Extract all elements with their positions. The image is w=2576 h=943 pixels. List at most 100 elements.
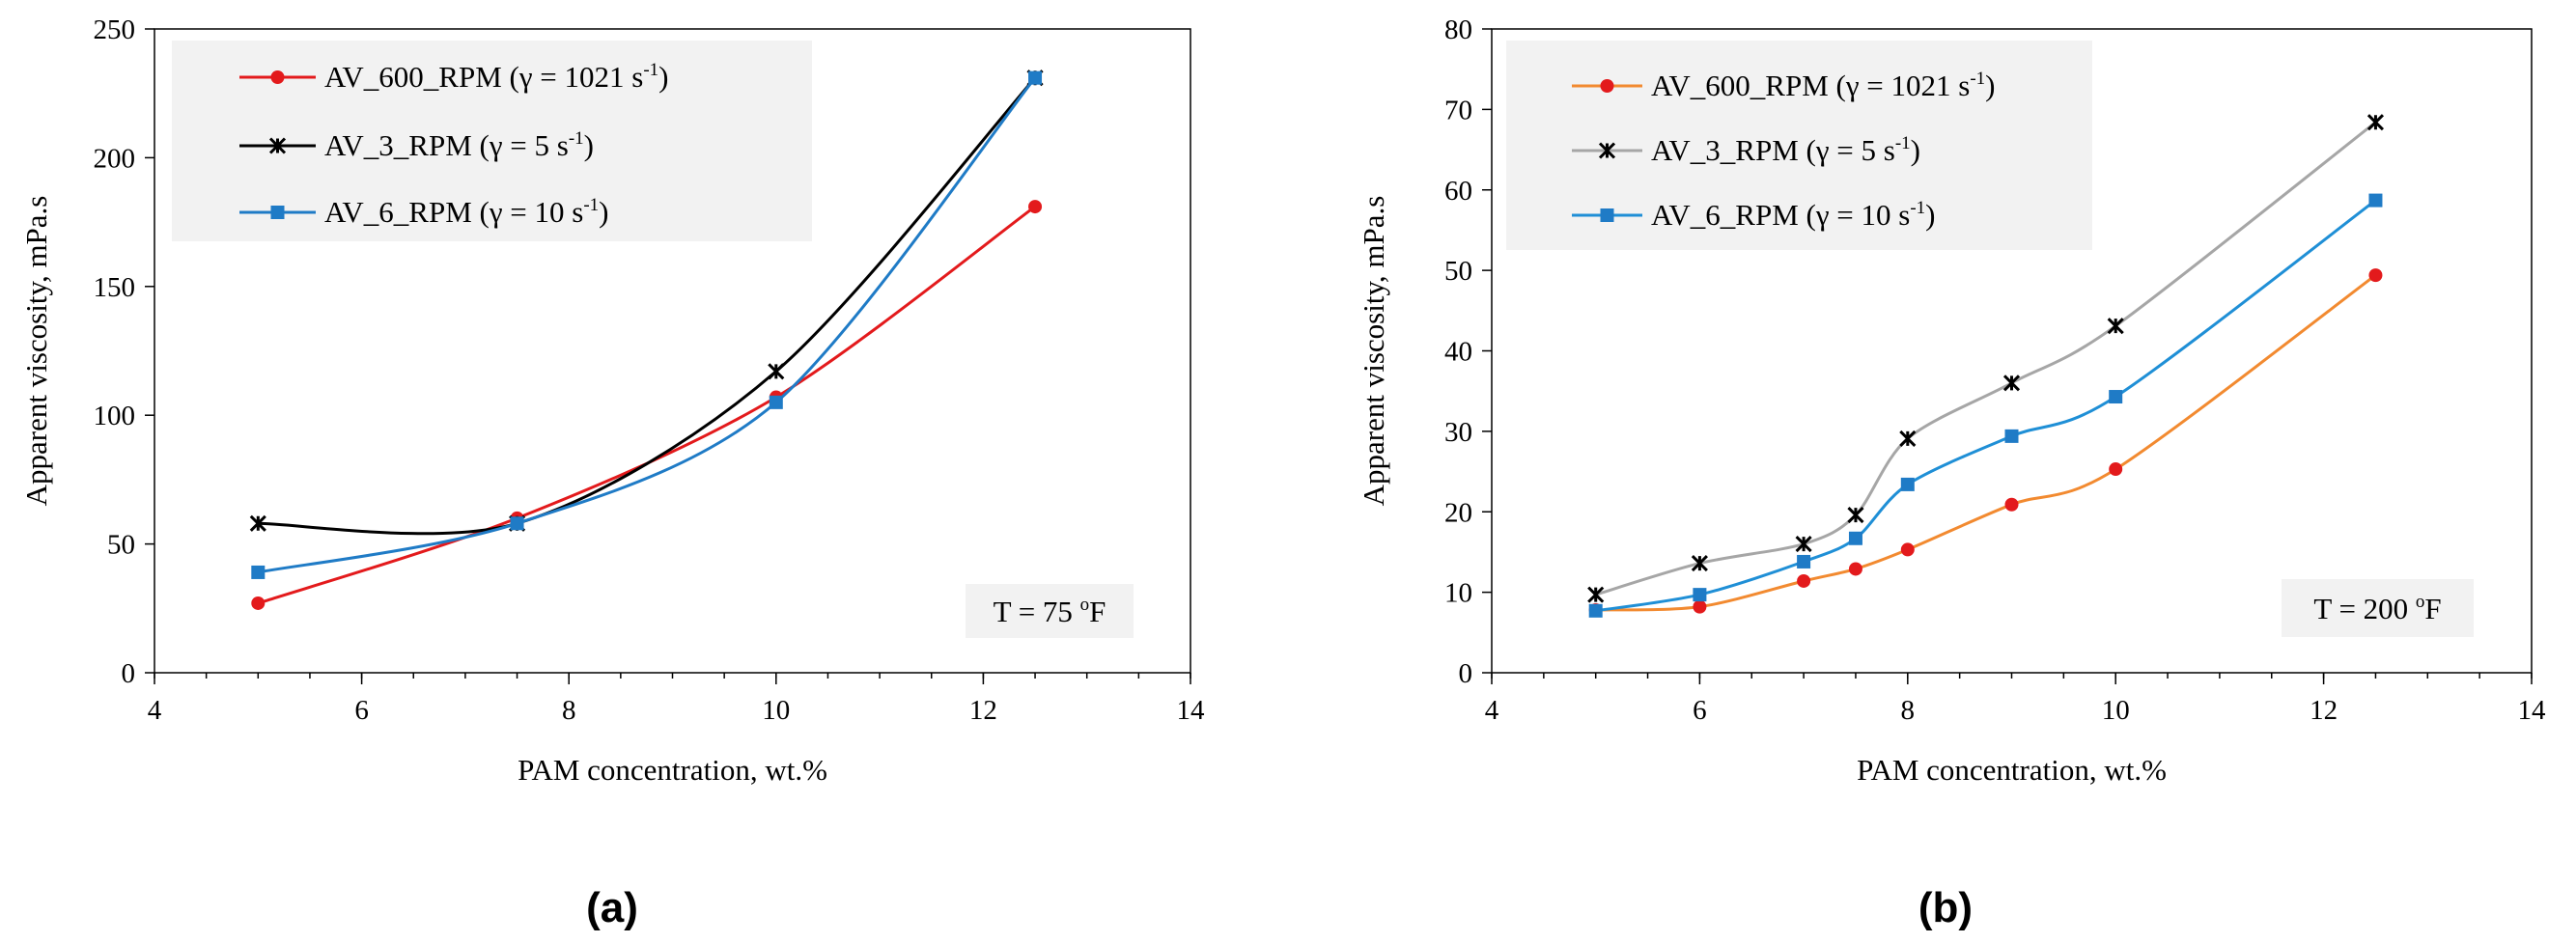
data-point-AV_6_RPM [2004, 429, 2019, 443]
data-point-AV_3_RPM [2002, 374, 2021, 392]
legend-label-AV_600_RPM: AV_600_RPM (γ = 1021 s-1) [1651, 69, 1996, 102]
x-tick-label: 4 [148, 695, 162, 726]
legend-marker-AV_600_RPM [270, 70, 285, 84]
legend-label-AV_600_RPM: AV_600_RPM (γ = 1021 s-1) [324, 60, 669, 94]
annotation-superscript: o [2416, 592, 2425, 612]
x-tick-label: 10 [762, 695, 790, 726]
data-point-AV_600_RPM [1848, 562, 1862, 576]
legend-series-name: AV_6_RPM (γ = 10 s [1651, 198, 1910, 232]
data-point-AV_6_RPM [769, 395, 783, 409]
chart-b: 4 6 8 10 12 14 0 10 20 30 40 50 60 70 80 PAM concentrat… [1357, 14, 2546, 931]
y-tick-label: 60 [1444, 176, 1472, 207]
legend-series-name: AV_6_RPM (γ = 10 s [324, 195, 583, 229]
data-point-AV_600_RPM [1797, 573, 1811, 588]
x-axis-label: PAM concentration, wt.% [1857, 753, 2167, 787]
legend-end: ) [658, 60, 668, 94]
legend-series-name: AV_600_RPM (γ = 1021 s [324, 60, 643, 94]
x-tick-label: 12 [2310, 695, 2338, 726]
legend-superscript: -1 [643, 60, 658, 80]
data-point-AV_6_RPM [1028, 70, 1043, 85]
legend-label-AV_6_RPM: AV_6_RPM (γ = 10 s-1) [1651, 198, 1936, 232]
legend-marker-AV_6_RPM [1600, 208, 1614, 222]
y-tick-label: 50 [1444, 256, 1472, 287]
legend-marker-AV_6_RPM [270, 206, 285, 219]
data-point-AV_3_RPM [1691, 555, 1708, 572]
chart-a: 4 6 8 10 12 14 0 50 100 150 200 250 PAM concentratio… [19, 14, 1205, 931]
x-tick-label: 6 [1693, 695, 1707, 726]
data-point-AV_600_RPM [2004, 497, 2019, 512]
legend-series-name: AV_3_RPM (γ = 5 s [1651, 133, 1895, 167]
data-point-AV_600_RPM [1900, 542, 1915, 557]
data-point-AV_6_RPM [1797, 554, 1811, 569]
legend-label-AV_6_RPM: AV_6_RPM (γ = 10 s-1) [324, 195, 609, 229]
data-point-AV_6_RPM [2109, 390, 2123, 404]
series-line-AV_3_RPM [258, 76, 1037, 536]
legend-label-AV_3_RPM: AV_3_RPM (γ = 5 s-1) [1651, 133, 1920, 167]
annotation-unit: F [2424, 592, 2441, 625]
x-tick-label: 8 [1901, 695, 1916, 726]
x-tick-label: 12 [969, 695, 997, 726]
y-tick-label: 20 [1444, 497, 1472, 528]
x-tick-label: 10 [2102, 695, 2130, 726]
temperature-annotation-box [966, 584, 1134, 638]
data-point-AV_3_RPM [1587, 586, 1605, 603]
legend-marker-AV_3_RPM [268, 137, 287, 154]
y-tick-label: 250 [94, 14, 136, 45]
annotation-unit: F [1089, 595, 1106, 628]
data-point-AV_6_RPM [1900, 477, 1915, 491]
annotation-text: T = 75 [994, 595, 1080, 628]
data-point-AV_6_RPM [1848, 531, 1862, 545]
y-tick-label: 150 [94, 272, 136, 303]
legend-end: ) [1925, 198, 1935, 232]
data-point-AV_6_RPM [2368, 193, 2383, 208]
legend-end: ) [1985, 69, 1995, 102]
legend-end: ) [1911, 133, 1920, 167]
y-tick-label: 30 [1444, 417, 1472, 448]
y-tick-label: 100 [94, 401, 136, 431]
legend-end: ) [599, 195, 608, 229]
x-tick-label: 8 [562, 695, 576, 726]
legend-marker-AV_3_RPM [1598, 142, 1616, 159]
data-point-AV_6_RPM [1588, 603, 1603, 618]
data-point-AV_3_RPM [1899, 430, 1917, 447]
series-line-AV_6_RPM [258, 76, 1037, 574]
legend-series-name: AV_600_RPM (γ = 1021 s [1651, 69, 1970, 102]
panel-label: (b) [1918, 884, 1973, 931]
y-tick-label: 200 [94, 143, 136, 174]
y-tick-label: 40 [1444, 337, 1472, 368]
legend-superscript: -1 [1970, 69, 1985, 89]
data-point-AV_3_RPM [768, 363, 785, 380]
y-tick-label: 70 [1444, 95, 1472, 125]
series-line-AV_600_RPM [257, 205, 1036, 605]
legend-end: ) [584, 128, 594, 162]
series-line-AV_6_RPM [1595, 199, 2377, 613]
y-axis-label: Apparent viscosity, mPa.s [19, 196, 53, 507]
y-tick-label: 50 [107, 530, 135, 561]
legend-superscript: -1 [1895, 133, 1911, 153]
y-tick-label: 0 [1459, 658, 1473, 689]
annotation-superscript: o [1080, 595, 1090, 615]
data-point-AV_6_RPM [1693, 588, 1707, 602]
legend-superscript: -1 [583, 195, 599, 215]
data-point-AV_3_RPM [1847, 507, 1864, 524]
y-tick-label: 10 [1444, 578, 1472, 609]
data-point-AV_600_RPM [251, 596, 266, 610]
x-tick-label: 6 [354, 695, 369, 726]
temperature-annotation: T = 200 oF [2313, 592, 2441, 625]
data-point-AV_3_RPM [2107, 318, 2124, 335]
legend-marker-AV_600_RPM [1600, 79, 1614, 93]
data-point-AV_3_RPM [1795, 536, 1812, 553]
data-point-AV_600_RPM [2109, 462, 2123, 477]
data-point-AV_600_RPM [1693, 599, 1707, 614]
legend-superscript: -1 [569, 128, 584, 149]
legend-superscript: -1 [1910, 198, 1925, 218]
annotation-text: T = 200 [2313, 592, 2416, 625]
legend-series-name: AV_3_RPM (γ = 5 s [324, 128, 569, 162]
temperature-annotation-box [2282, 579, 2474, 637]
y-tick-label: 80 [1444, 14, 1472, 45]
data-point-AV_3_RPM [2366, 114, 2385, 131]
data-point-AV_6_RPM [251, 565, 266, 579]
legend-label-AV_3_RPM: AV_3_RPM (γ = 5 s-1) [324, 128, 594, 162]
data-point-AV_6_RPM [510, 516, 524, 531]
